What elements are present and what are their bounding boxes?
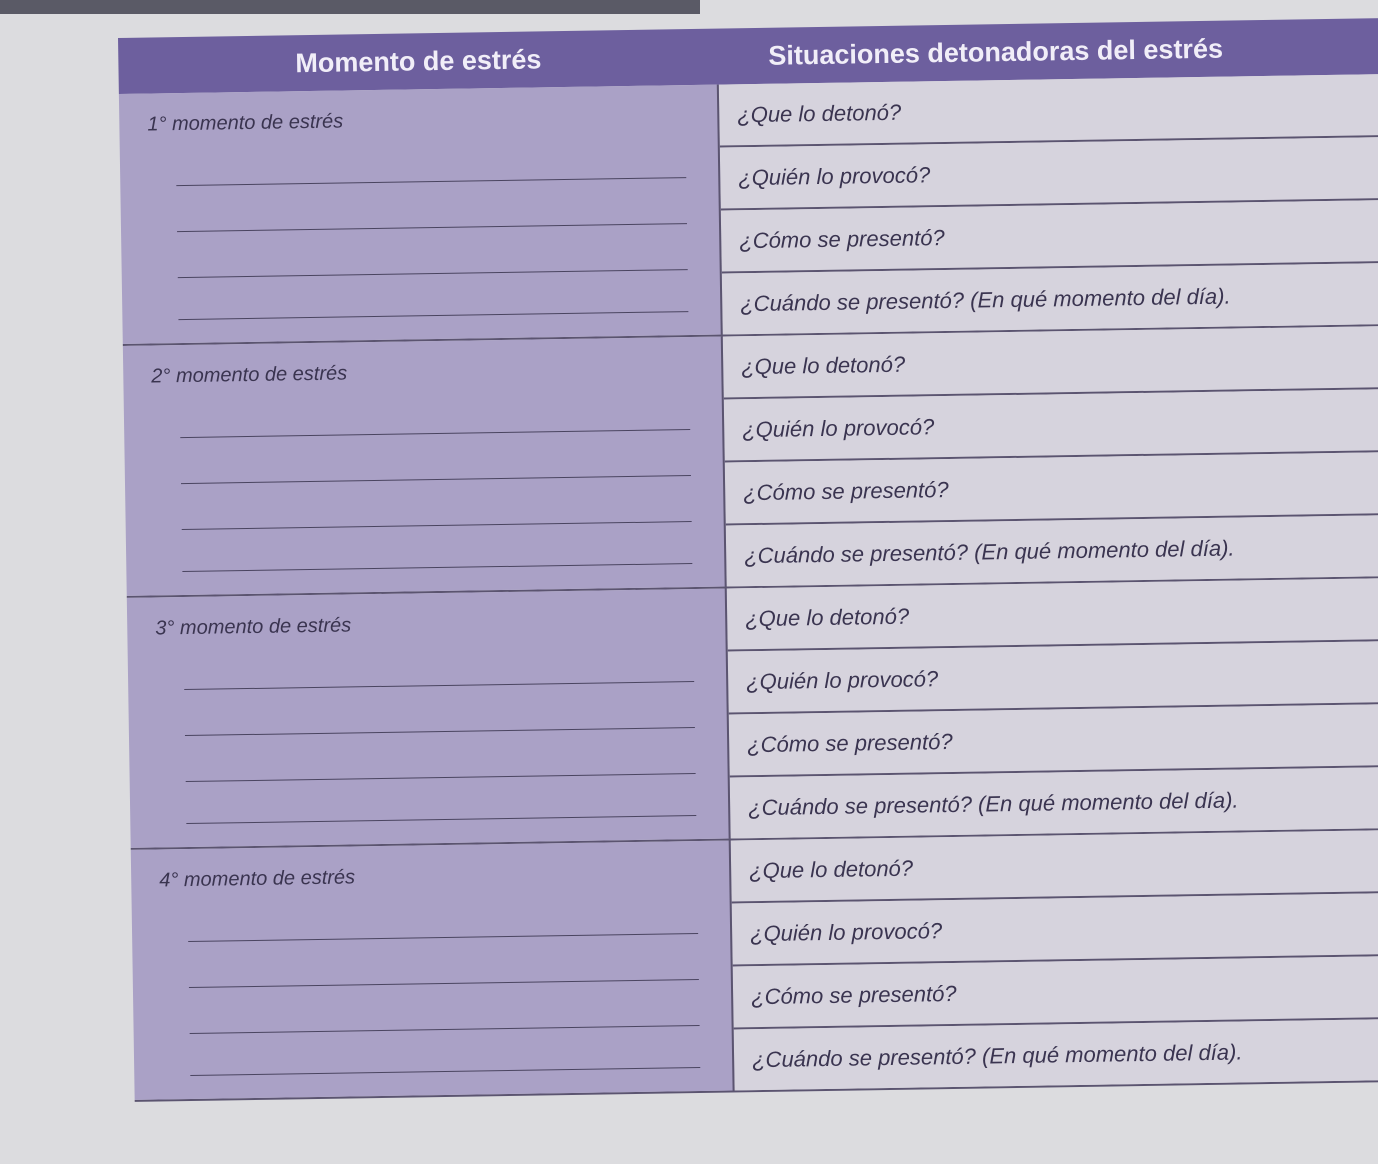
question-row[interactable]: ¿Que lo detonó?: [722, 325, 1378, 400]
question-row[interactable]: ¿Cuándo se presentó? (En qué momento del…: [721, 262, 1378, 335]
answer-line[interactable]: [182, 563, 693, 573]
questions-cell: ¿Que lo detonó? ¿Quién lo provocó? ¿Cómo s…: [726, 577, 1378, 839]
moment-block: 2° momento de estrés ¿Que lo detonó? ¿Quié…: [122, 325, 1378, 598]
moment-cell[interactable]: 3° momento de estrés: [126, 588, 731, 848]
answer-line[interactable]: [184, 727, 695, 737]
moment-label: 4° momento de estrés: [159, 866, 356, 892]
answer-line[interactable]: [177, 223, 687, 233]
answer-line[interactable]: [189, 1024, 700, 1034]
moment-block: 3° momento de estrés ¿Que lo detonó? ¿Quié…: [126, 577, 1378, 850]
answer-line[interactable]: [177, 269, 688, 279]
question-row[interactable]: ¿Quién lo provocó?: [727, 640, 1378, 715]
question-row[interactable]: ¿Quién lo provocó?: [731, 892, 1378, 967]
question-row[interactable]: ¿Quién lo provocó?: [723, 388, 1378, 463]
answer-line[interactable]: [184, 681, 695, 691]
question-row[interactable]: ¿Que lo detonó?: [730, 829, 1378, 904]
moment-label: 1° momento de estrés: [147, 110, 344, 136]
questions-cell: ¿Que lo detonó? ¿Quién lo provocó? ¿Cómo s…: [722, 325, 1378, 587]
stress-table: Momento de estrés Situaciones detonadora…: [118, 17, 1378, 1102]
moment-cell[interactable]: 1° momento de estrés: [118, 84, 723, 344]
question-row[interactable]: ¿Que lo detonó?: [726, 577, 1378, 652]
answer-line[interactable]: [180, 475, 691, 485]
question-row[interactable]: ¿Cómo se presentó?: [728, 703, 1378, 778]
question-row[interactable]: ¿Cómo se presentó?: [724, 451, 1378, 526]
answer-line[interactable]: [181, 521, 692, 531]
question-row[interactable]: ¿Cuándo se presentó? (En qué momento del…: [729, 766, 1378, 839]
question-row[interactable]: ¿Quién lo provocó?: [719, 136, 1378, 211]
question-row[interactable]: ¿Cómo se presentó?: [720, 199, 1378, 274]
moment-label: 2° momento de estrés: [151, 362, 348, 388]
questions-cell: ¿Que lo detonó? ¿Quién lo provocó? ¿Cómo s…: [730, 829, 1378, 1091]
moment-cell[interactable]: 2° momento de estrés: [122, 336, 727, 596]
questions-cell: ¿Que lo detonó? ¿Quién lo provocó? ¿Cómo s…: [718, 73, 1378, 335]
answer-line[interactable]: [178, 311, 689, 321]
answer-line[interactable]: [185, 773, 696, 783]
moment-block: 1° momento de estrés ¿Que lo detonó? ¿Quié…: [118, 73, 1378, 346]
header-moment: Momento de estrés: [295, 43, 542, 78]
question-row[interactable]: ¿Cómo se presentó?: [732, 955, 1378, 1030]
moment-cell[interactable]: 4° momento de estrés: [130, 840, 735, 1100]
answer-line[interactable]: [188, 978, 699, 989]
moment-label: 3° momento de estrés: [155, 614, 352, 640]
question-row[interactable]: ¿Cuándo se presentó? (En qué momento del…: [733, 1018, 1378, 1091]
photo-edge: [0, 0, 700, 14]
question-row[interactable]: ¿Cuándo se presentó? (En qué momento del…: [725, 514, 1378, 587]
header-situations: Situaciones detonadoras del estrés: [768, 33, 1224, 71]
question-row[interactable]: ¿Que lo detonó?: [718, 73, 1378, 148]
moment-block: 4° momento de estrés ¿Que lo detonó? ¿Quié…: [130, 829, 1378, 1102]
answer-line[interactable]: [180, 429, 691, 439]
answer-line[interactable]: [176, 177, 687, 187]
answer-line[interactable]: [190, 1066, 701, 1076]
answer-line[interactable]: [186, 815, 697, 825]
answer-line[interactable]: [188, 932, 699, 943]
